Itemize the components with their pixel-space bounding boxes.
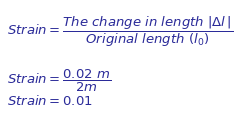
Text: $\it{Strain}=\dfrac{\it{0.02\ m}}{\it{2m}}$: $\it{Strain}=\dfrac{\it{0.02\ m}}{\it{2m…	[7, 67, 111, 93]
Text: $\it{Strain}=0.01$: $\it{Strain}=0.01$	[7, 93, 93, 107]
Text: $\it{Strain}=\dfrac{\it{The\ change\ in\ length\ |\Delta l\,|}}{{\it{Original\ l: $\it{Strain}=\dfrac{\it{The\ change\ in\…	[7, 15, 233, 49]
